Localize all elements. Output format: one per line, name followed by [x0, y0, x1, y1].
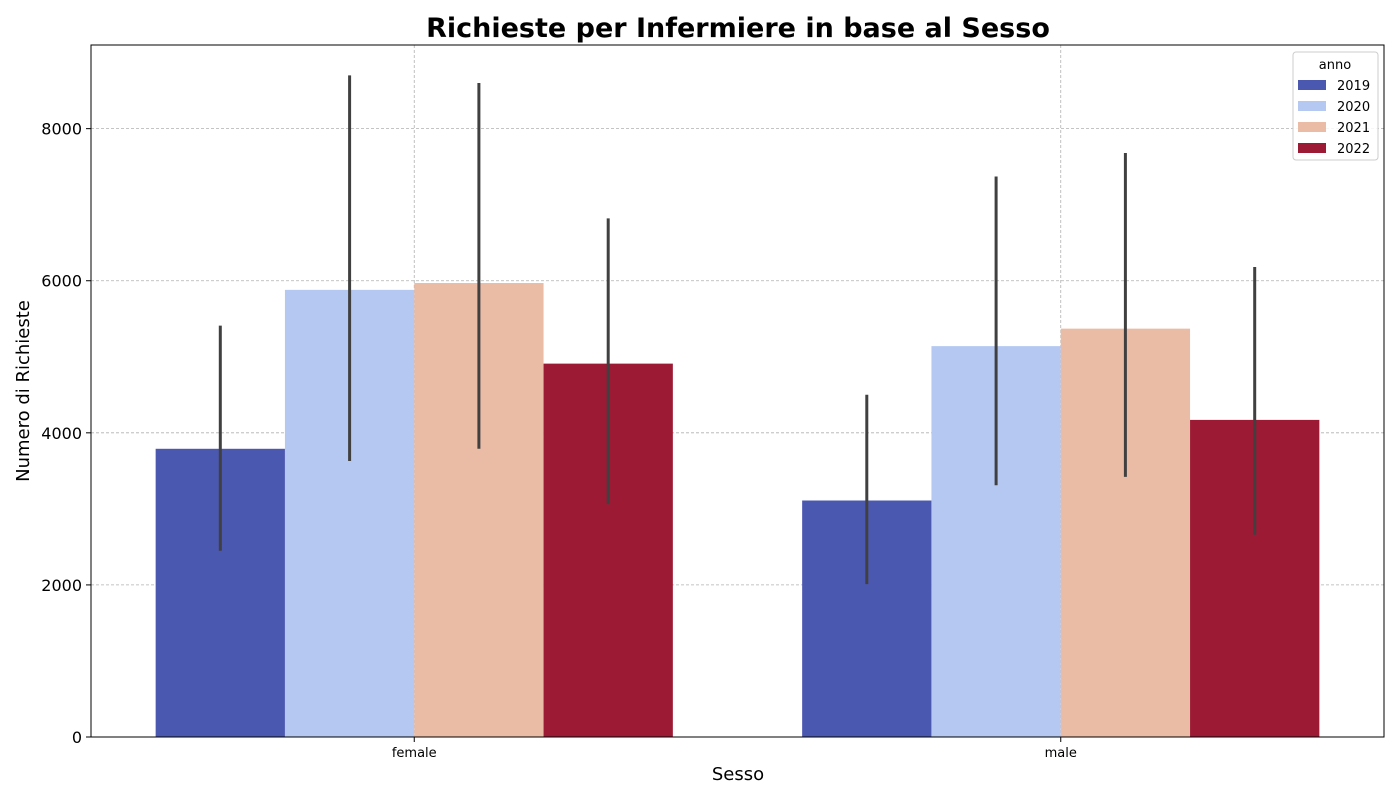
x-tick-label: male — [1045, 746, 1077, 761]
y-axis: 0 2000 4000 6000 8000 — [41, 120, 91, 747]
x-tick-label: female — [392, 746, 437, 761]
legend-label-2019: 2019 — [1337, 79, 1370, 94]
legend-swatch-2022 — [1298, 143, 1326, 153]
plot-frame — [90, 44, 1385, 738]
y-tick-label: 0 — [72, 728, 82, 747]
y-tick-label: 4000 — [41, 424, 82, 443]
legend-swatch-2021 — [1298, 122, 1326, 132]
legend-title: anno — [1319, 58, 1351, 73]
legend-label-2022: 2022 — [1337, 142, 1370, 157]
legend: anno 2019 2020 2021 2022 — [1292, 51, 1379, 161]
x-axis: female male — [392, 737, 1077, 761]
legend-frame — [1292, 51, 1379, 161]
legend-items: 2019 2020 2021 2022 — [1298, 79, 1370, 157]
y-tick-label: 8000 — [41, 120, 82, 139]
chart-title: Richieste per Infermiere in base al Sess… — [426, 13, 1050, 44]
y-tick-label: 2000 — [41, 576, 82, 595]
legend-swatch-2020 — [1298, 101, 1326, 111]
y-tick-label: 6000 — [41, 272, 82, 291]
bars — [155, 283, 1320, 737]
legend-swatch-2019 — [1298, 80, 1326, 90]
error-bars — [218, 75, 1257, 585]
y-axis-label: Numero di Richieste — [13, 300, 34, 482]
legend-label-2020: 2020 — [1337, 100, 1370, 115]
x-axis-label: Sesso — [712, 764, 764, 785]
legend-label-2021: 2021 — [1337, 121, 1370, 136]
